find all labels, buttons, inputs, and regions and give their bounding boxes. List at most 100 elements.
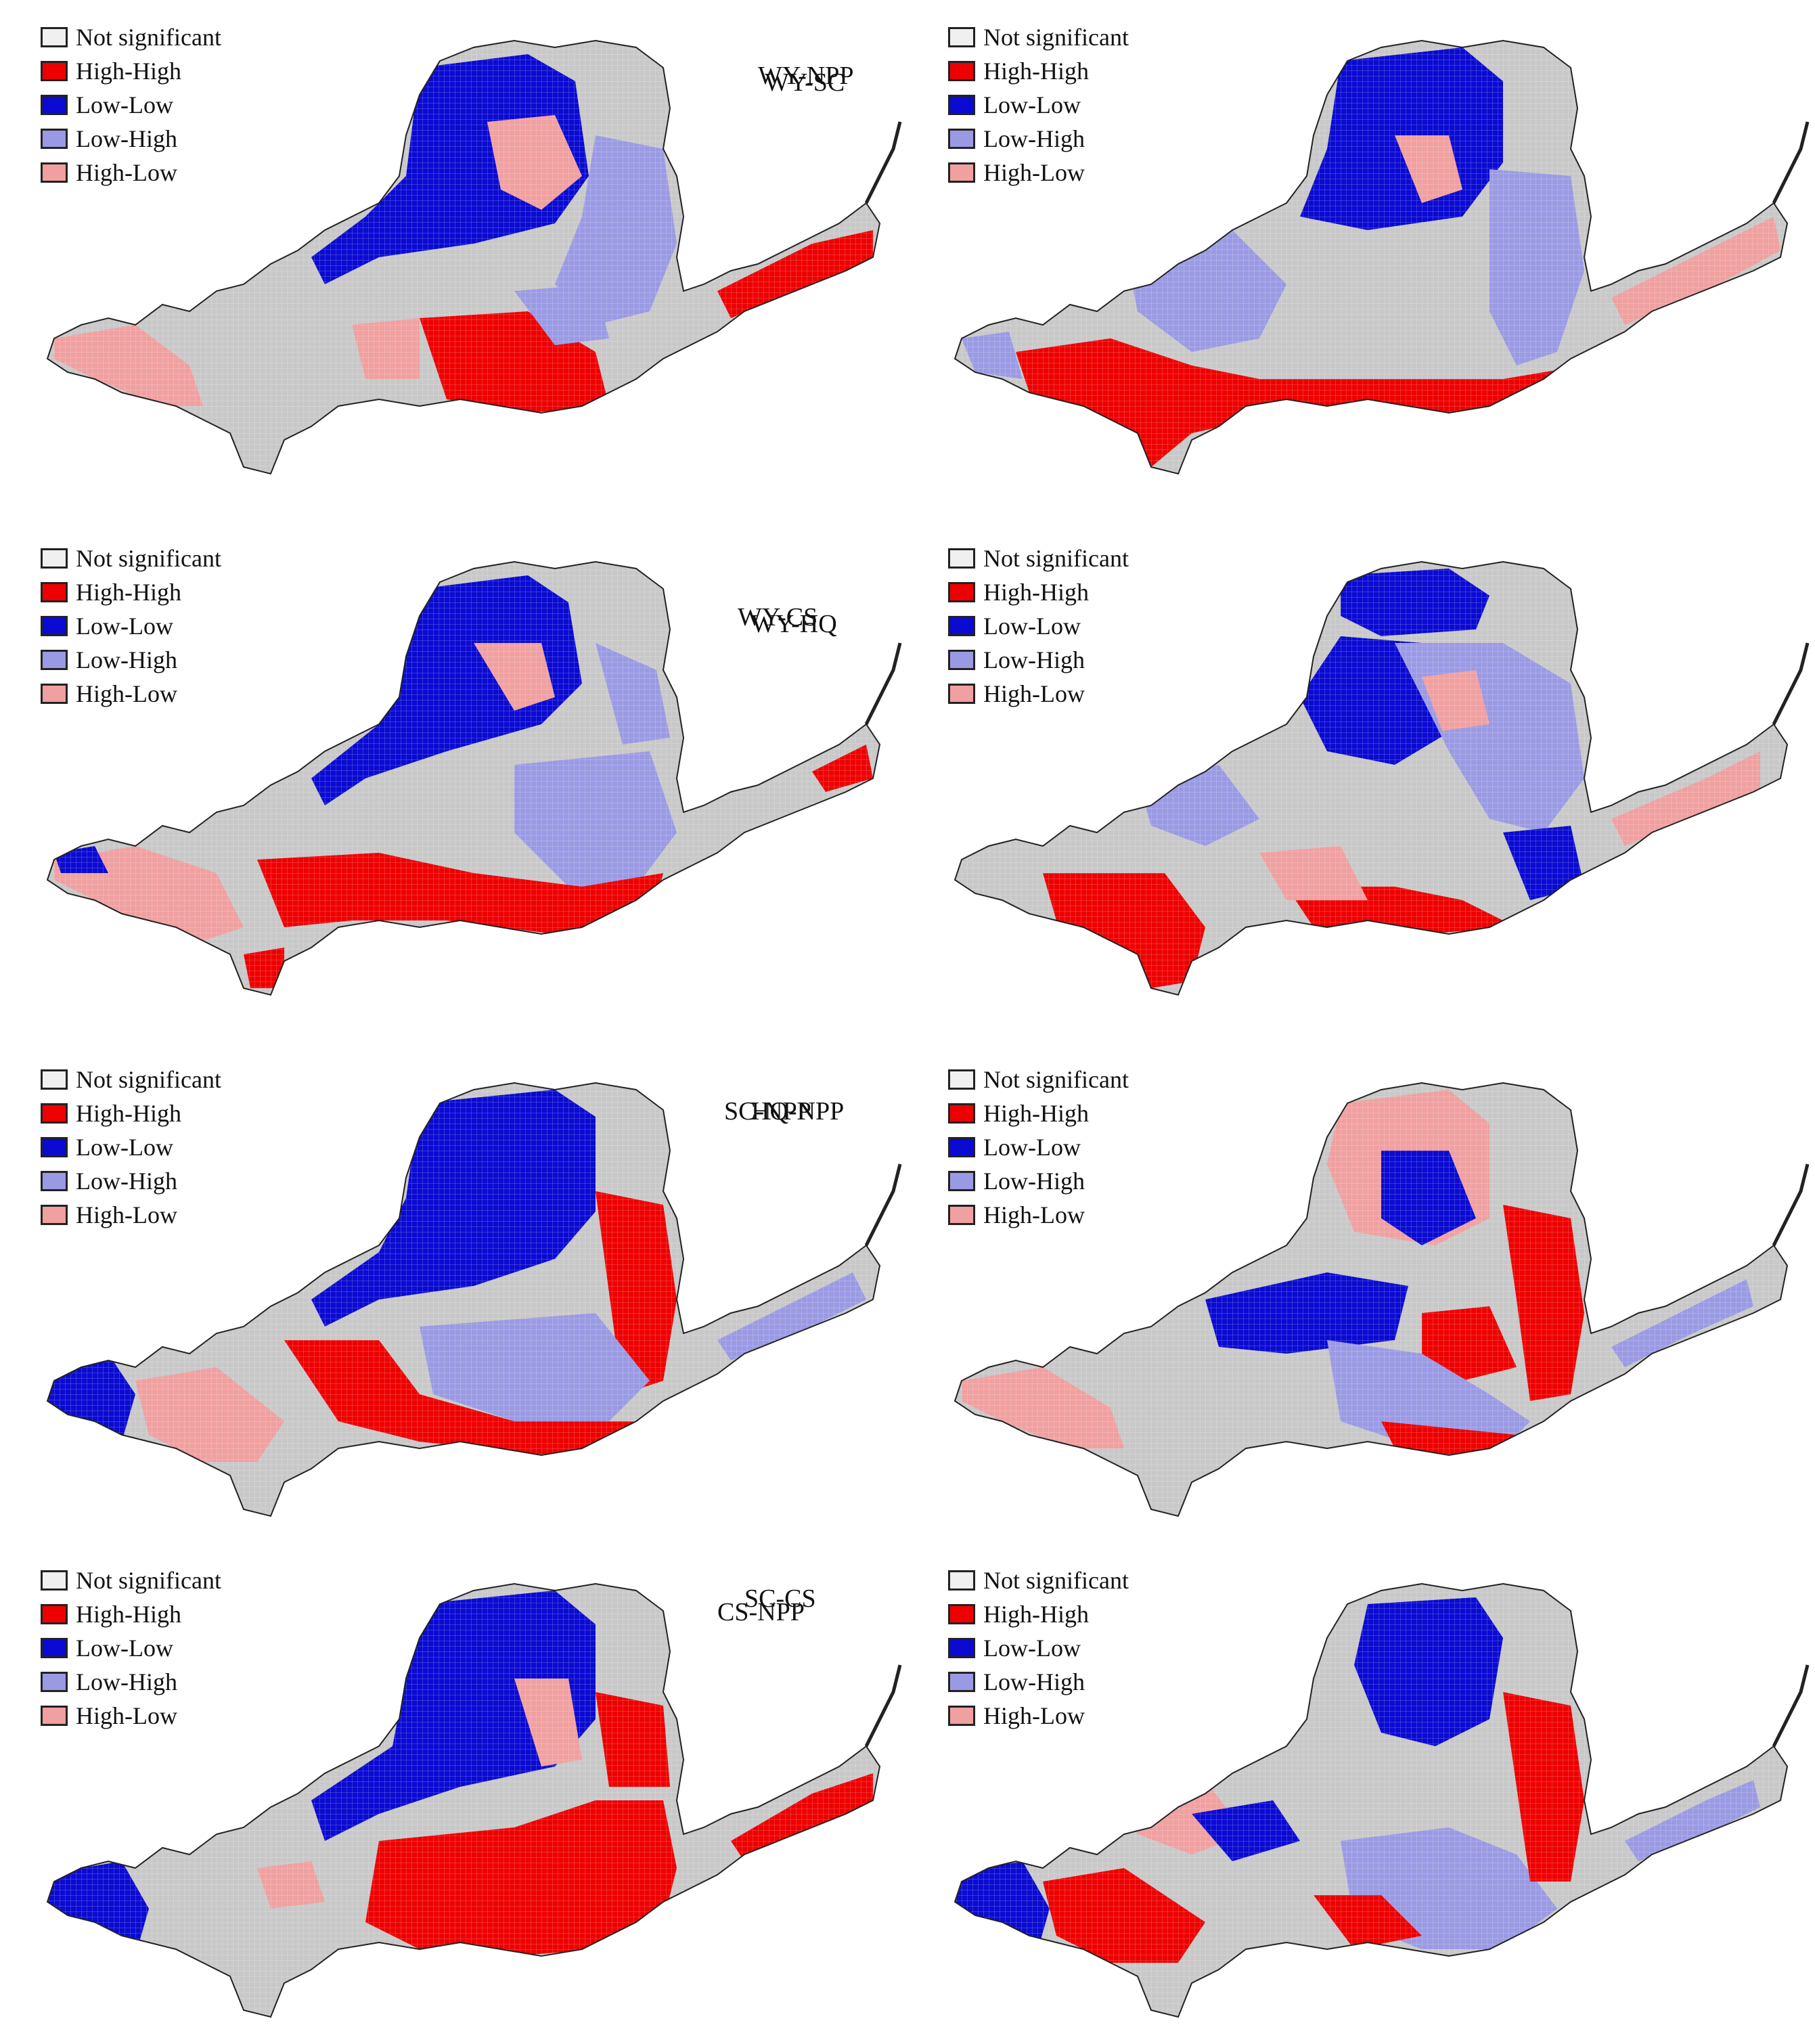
legend-swatch xyxy=(41,1069,68,1090)
legend-swatch xyxy=(41,650,68,670)
legend-label: Not significant xyxy=(983,24,1129,51)
legend-item-low-high: Low-High xyxy=(948,122,1129,156)
legend-label: Low-Low xyxy=(983,1134,1081,1161)
legend-label: Low-Low xyxy=(76,1134,173,1161)
legend-label: High-High xyxy=(983,1601,1089,1628)
legend-item-high-low: High-Low xyxy=(948,156,1129,190)
basin-map xyxy=(47,1583,902,2018)
panel-title: WY-CS xyxy=(738,603,818,631)
map-panel-sc-cs: Not significant High-High Low-Low Low-High H… xyxy=(744,1543,1815,2044)
legend-item-high-low: High-Low xyxy=(948,677,1129,711)
legend-label: High-Low xyxy=(983,680,1085,707)
legend-swatch xyxy=(948,1205,975,1225)
panel-title: WY-SC xyxy=(765,68,845,97)
legend-label: Low-High xyxy=(983,646,1085,673)
legend-label: Not significant xyxy=(983,545,1129,572)
panel-title: SC-NPP xyxy=(724,1097,811,1126)
legend-label: Not significant xyxy=(983,1066,1129,1093)
legend-label: High-Low xyxy=(76,159,177,186)
legend-swatch xyxy=(41,61,68,81)
legend-swatch xyxy=(41,1706,68,1726)
legend-item-low-low: Low-Low xyxy=(41,1631,221,1665)
legend-swatch xyxy=(41,548,68,569)
legend-item-low-low: Low-Low xyxy=(41,609,221,643)
legend-item-not-significant: Not significant xyxy=(948,1563,1129,1597)
legend-label: High-High xyxy=(983,1100,1089,1127)
legend-item-high-low: High-Low xyxy=(41,1699,221,1733)
legend-label: High-Low xyxy=(983,1702,1085,1729)
river-outlet xyxy=(1772,1664,1810,1748)
legend-item-high-low: High-Low xyxy=(948,1699,1129,1733)
river-outlet xyxy=(864,1163,902,1247)
map-panel-cs-npp: Not significant High-High Low-Low Low-High H… xyxy=(0,1543,908,2044)
legend-item-high-low: High-Low xyxy=(41,156,221,190)
legend-swatch xyxy=(41,129,68,149)
legend-swatch xyxy=(948,27,975,47)
legend-swatch xyxy=(948,1706,975,1726)
legend-swatch xyxy=(41,1672,68,1692)
panel-title: SC-CS xyxy=(744,1584,816,1613)
legend-swatch xyxy=(41,616,68,636)
legend-swatch xyxy=(948,548,975,569)
legend-item-low-high: Low-High xyxy=(41,1164,221,1198)
legend-swatch xyxy=(948,1171,975,1191)
legend-swatch xyxy=(948,616,975,636)
legend-swatch xyxy=(948,129,975,149)
legend-item-low-low: Low-Low xyxy=(948,1631,1129,1665)
panel-title: WY-HQ xyxy=(751,610,837,638)
map-legend: Not significant High-High Low-Low Low-High H… xyxy=(41,1063,221,1232)
legend-item-high-high: High-High xyxy=(948,575,1129,609)
legend-label: High-Low xyxy=(76,1201,177,1228)
river-outlet xyxy=(1772,121,1810,204)
legend-swatch xyxy=(948,684,975,704)
map-legend: Not significant High-High Low-Low Low-High H… xyxy=(41,20,221,190)
legend-label: Low-High xyxy=(76,1668,177,1695)
legend-swatch xyxy=(41,1205,68,1225)
legend-label: High-Low xyxy=(983,159,1085,186)
legend-item-low-high: Low-High xyxy=(41,643,221,677)
legend-swatch xyxy=(948,95,975,115)
legend-swatch xyxy=(41,582,68,602)
legend-swatch xyxy=(948,1103,975,1124)
legend-label: Not significant xyxy=(983,1567,1129,1594)
legend-label: Low-Low xyxy=(76,91,173,118)
legend-item-high-high: High-High xyxy=(41,1096,221,1130)
legend-label: High-Low xyxy=(983,1201,1085,1228)
legend-label: High-High xyxy=(76,1601,181,1628)
basin-map xyxy=(954,1583,1810,2018)
legend-item-not-significant: Not significant xyxy=(948,20,1129,54)
panel-title: HQ-NPP xyxy=(751,1097,845,1126)
legend-swatch xyxy=(948,61,975,81)
river-outlet xyxy=(1772,1163,1810,1247)
map-panel-wy-npp: Not significant High-High Low-Low Low-High H… xyxy=(0,0,908,501)
legend-item-high-high: High-High xyxy=(41,54,221,88)
river-outlet xyxy=(864,642,902,726)
legend-label: High-Low xyxy=(76,680,177,707)
legend-swatch xyxy=(948,1069,975,1090)
map-panel-hq-npp: Not significant High-High Low-Low Low-High H… xyxy=(751,1042,1815,1543)
legend-label: High-High xyxy=(983,579,1089,606)
legend-swatch xyxy=(41,1171,68,1191)
basin-map xyxy=(47,1082,902,1517)
legend-item-not-significant: Not significant xyxy=(41,1063,221,1096)
legend-swatch xyxy=(41,162,68,183)
legend-label: Not significant xyxy=(76,1066,221,1093)
legend-label: Low-High xyxy=(983,1668,1085,1695)
legend-label: High-High xyxy=(983,58,1089,85)
river-outlet xyxy=(864,1664,902,1748)
legend-item-low-low: Low-Low xyxy=(41,88,221,122)
legend-swatch xyxy=(948,1570,975,1591)
legend-swatch xyxy=(41,1137,68,1157)
basin-map xyxy=(47,40,902,474)
legend-item-high-high: High-High xyxy=(41,575,221,609)
legend-swatch xyxy=(41,684,68,704)
legend-item-not-significant: Not significant xyxy=(41,541,221,575)
legend-label: Low-High xyxy=(76,646,177,673)
legend-swatch xyxy=(948,1604,975,1624)
legend-label: Not significant xyxy=(76,24,221,51)
panel-title: WY-NPP xyxy=(758,62,854,90)
legend-label: Low-Low xyxy=(76,613,173,640)
map-panel-wy-cs: Not significant High-High Low-Low Low-High H… xyxy=(0,521,908,1022)
legend-item-high-low: High-Low xyxy=(948,1198,1129,1232)
map-panel-sc-npp: Not significant High-High Low-Low Low-High H… xyxy=(0,1042,908,1543)
